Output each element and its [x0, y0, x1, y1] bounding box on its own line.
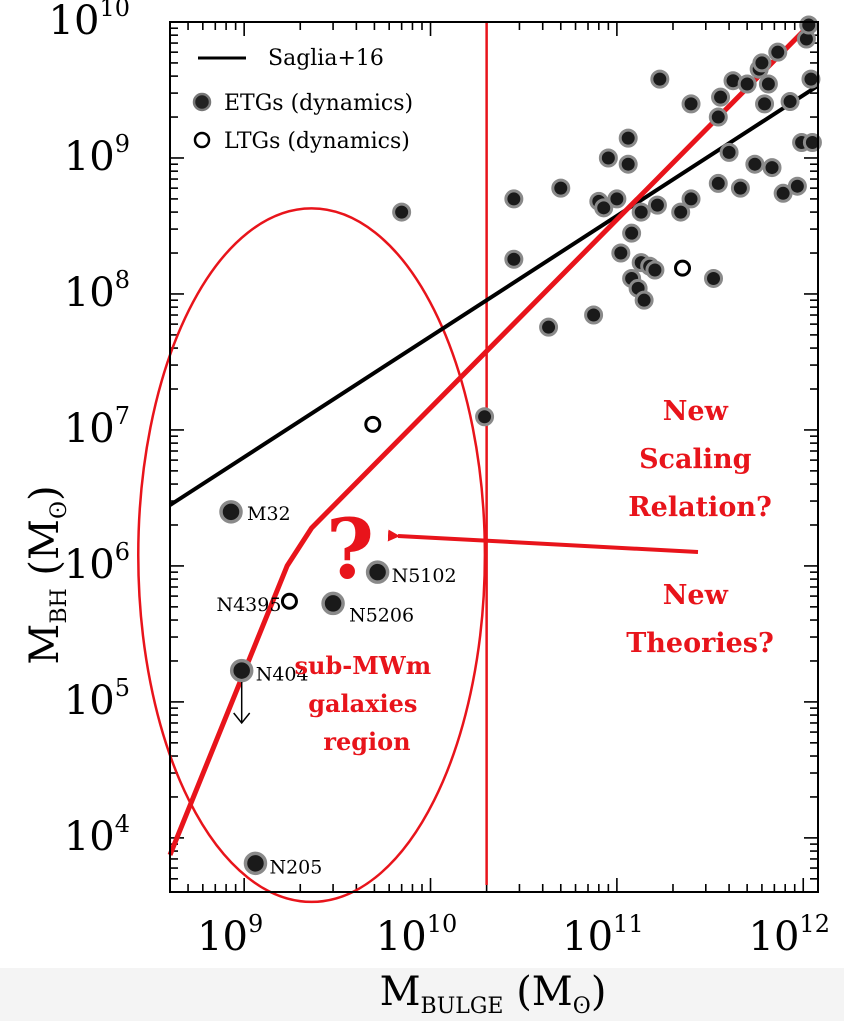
etg-point [801, 69, 821, 89]
galaxy-label-n404: N404 [256, 664, 309, 686]
etg-point [762, 158, 782, 178]
etg-point [539, 317, 559, 337]
etg-point [711, 87, 731, 107]
y-tick-label: 109 [64, 130, 130, 180]
y-tick-label: 108 [64, 266, 130, 316]
annotation-new-theories: New Theories? [626, 580, 774, 659]
axis-ticks: 109 1010 1011 1012 104 105 106 107 108 109 1010 [49, 0, 830, 960]
etg-point [780, 92, 800, 112]
galaxy-label-m32: M32 [247, 503, 291, 525]
x-tick-label: 109 [197, 910, 263, 960]
etg-point [681, 189, 701, 209]
galaxy-labels: M32 N5102 N4395 N5206 N404 N205 [216, 503, 456, 879]
etg-point [622, 223, 642, 243]
etg-point [752, 53, 772, 73]
etg-point [504, 189, 524, 209]
etg-point [551, 178, 571, 198]
x-tick-label: 1012 [749, 910, 830, 960]
data-points [219, 15, 822, 876]
etg-point [745, 154, 765, 174]
x-axis-title: MBULGE (Mʘ) [380, 969, 607, 1019]
annotation-new-scaling: New Scaling Relation? [628, 396, 772, 523]
galaxy-label-n4395: N4395 [216, 594, 281, 616]
etg-point [392, 202, 412, 222]
galaxy-point-n205 [243, 851, 268, 876]
y-tick-label: 106 [64, 538, 130, 588]
etg-point [719, 142, 739, 162]
etg-point [768, 42, 788, 62]
galaxy-label-n205: N205 [269, 856, 322, 878]
legend-label-ltg: LTGs (dynamics) [224, 129, 410, 154]
etg-point [647, 195, 667, 215]
galaxy-label-n5102: N5102 [392, 565, 457, 587]
etg-point [681, 94, 701, 114]
legend-marker-ltg [193, 131, 211, 149]
galaxy-point-n4395 [280, 592, 298, 610]
etg-point [631, 202, 651, 222]
y-tick-label: 1010 [49, 0, 130, 44]
etg-point [475, 407, 495, 427]
etg-point [618, 154, 638, 174]
legend-marker-etg [192, 92, 212, 112]
plot-frame [169, 21, 819, 893]
etg-point [634, 290, 654, 310]
etg-point [671, 202, 691, 222]
etg-point [730, 178, 750, 198]
x-tick-label: 1010 [376, 910, 457, 960]
question-mark: ? [326, 502, 374, 598]
y-tick-label: 105 [64, 674, 130, 724]
galaxy-point-m32 [219, 500, 243, 524]
annotation-arrow [387, 529, 699, 554]
etg-point [607, 189, 627, 209]
relation-lines [137, 20, 820, 904]
x-tick-label: 1011 [562, 910, 643, 960]
etg-point [650, 69, 670, 89]
etg-point [611, 243, 631, 263]
etg-point [704, 268, 724, 288]
etg-point [618, 128, 638, 148]
etg-point [802, 132, 822, 152]
etg-point [708, 107, 728, 127]
galaxy-point-n5102 [365, 560, 390, 584]
saglia-line [168, 84, 820, 507]
etg-point [645, 260, 665, 280]
etg-point [758, 74, 778, 94]
red-relation-line [167, 20, 815, 856]
region-ellipse [137, 207, 487, 904]
etg-point [594, 198, 614, 218]
bottom-band [0, 968, 844, 1021]
galaxy-label-n5206: N5206 [349, 604, 414, 626]
y-tick-label: 104 [64, 810, 130, 860]
galaxy-point-n5206 [321, 591, 345, 616]
etg-point [504, 249, 524, 269]
galaxy-point-n404 [229, 658, 254, 683]
etg-point [737, 74, 757, 94]
etg-point [787, 176, 807, 196]
annotation-sub-mwm-region: sub-MWm galaxies region [295, 651, 440, 756]
y-tick-label: 107 [64, 402, 130, 452]
legend-label-etg: ETGs (dynamics) [224, 91, 413, 116]
etg-point [584, 305, 604, 325]
ltg-point [674, 259, 692, 277]
etg-point [708, 173, 728, 193]
legend-label-saglia: Saglia+16 [268, 46, 384, 71]
ltg-point [364, 415, 382, 433]
upper-limit-arrowhead [233, 712, 251, 725]
y-axis-title: MBH (Mʘ) [22, 485, 72, 664]
etg-point [598, 148, 618, 168]
legend: Saglia+16 ETGs (dynamics) LTGs (dynamics… [192, 46, 413, 154]
etg-point [799, 15, 819, 35]
etg-point [755, 94, 775, 114]
